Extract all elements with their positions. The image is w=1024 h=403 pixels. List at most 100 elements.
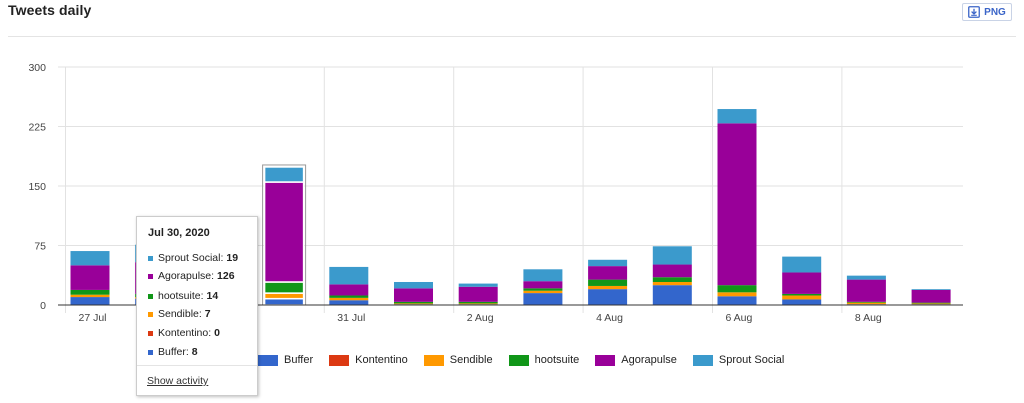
bar-stack	[262, 164, 307, 306]
show-activity-link[interactable]: Show activity	[147, 375, 209, 387]
bar-segment	[717, 109, 757, 124]
legend-label: Buffer	[284, 354, 314, 366]
bar-segment	[652, 277, 692, 282]
bar-stack	[846, 275, 886, 305]
bar-segment	[911, 289, 951, 303]
tooltip-swatch	[148, 330, 153, 336]
tooltip-swatch	[148, 273, 153, 279]
bar-segment	[652, 246, 692, 265]
bar-segment	[329, 266, 369, 285]
legend-label: Sendible	[449, 354, 493, 366]
bar-tooltip: Jul 30, 2020 Sprout Social: 19 Agorapuls…	[136, 216, 258, 396]
x-tick-label: 31 Jul	[337, 312, 365, 324]
legend-item[interactable]: Agorapulse	[595, 354, 677, 366]
tooltip-divider	[137, 365, 257, 366]
png-export-button[interactable]: PNG	[962, 3, 1012, 21]
tooltip-row: Sprout Social: 19	[148, 252, 238, 264]
bar-segment	[263, 297, 305, 306]
legend-label: Sprout Social	[718, 354, 785, 366]
bar-segment	[263, 281, 305, 294]
tooltip-row: Agorapulse: 126	[148, 270, 235, 282]
x-tick-label: 4 Aug	[596, 312, 623, 324]
tooltip-row: Buffer: 8	[148, 346, 198, 358]
bar-segment	[652, 281, 692, 286]
tooltip-swatch	[148, 349, 153, 355]
legend-label: hootsuite	[534, 354, 580, 366]
bar-segment	[717, 296, 757, 305]
tooltip-row-value: 19	[226, 252, 239, 264]
tooltip-row-label: Agorapulse:	[158, 270, 215, 282]
page-title: Tweets daily	[8, 2, 92, 18]
bar-segment	[846, 301, 886, 303]
x-tick-label: 27 Jul	[79, 312, 107, 324]
x-tick-label: 2 Aug	[467, 312, 494, 324]
tooltip-row-value: 8	[191, 346, 198, 358]
download-icon	[968, 6, 981, 18]
bar-segment	[782, 272, 822, 294]
bar-segment	[717, 292, 757, 297]
bar-segment	[717, 285, 757, 293]
x-tick-label: 8 Aug	[855, 312, 882, 324]
bar-segment	[329, 295, 369, 298]
tooltip-date: Jul 30, 2020	[148, 227, 210, 239]
bar-segment	[588, 259, 628, 267]
y-tick-label: 300	[28, 62, 46, 74]
bar-segment	[911, 289, 951, 290]
tooltip-row-label: Kontentino:	[158, 327, 212, 339]
bar-segment	[263, 166, 305, 183]
legend-item[interactable]: Buffer	[258, 354, 313, 366]
bar-segment	[523, 290, 563, 294]
bar-segment	[70, 251, 110, 266]
bar-segment	[911, 302, 951, 304]
bar-stack	[652, 246, 692, 305]
tooltip-row-value: 7	[204, 308, 211, 320]
bar-segment	[846, 275, 886, 280]
legend-swatch	[258, 354, 278, 366]
bar-segment	[329, 284, 369, 296]
bar-segment	[911, 303, 951, 305]
bar-segment	[263, 292, 305, 300]
chart-legend: Buffer Kontentino Sendible hootsuite Agorapu…	[258, 352, 784, 368]
bar-segment	[588, 279, 628, 286]
bar-segment	[70, 297, 110, 305]
bar-segment	[523, 288, 563, 291]
bar-segment	[394, 303, 433, 305]
bar-segment	[523, 281, 563, 289]
bar-segment	[523, 269, 563, 282]
bar-stack	[911, 289, 951, 305]
png-button-label: PNG	[984, 6, 1006, 18]
tooltip-row-label: Sprout Social:	[158, 252, 224, 264]
y-tick-label: 225	[28, 122, 46, 134]
bar-segment	[652, 285, 692, 305]
bar-stack	[394, 281, 433, 305]
legend-item[interactable]: Kontentino	[329, 354, 408, 366]
bar-segment	[263, 181, 305, 283]
bar-segment	[70, 265, 110, 290]
bar-segment	[588, 285, 628, 290]
bar-stack	[588, 259, 628, 305]
legend-swatch	[423, 354, 444, 366]
bar-stack	[717, 109, 757, 305]
bar-segment	[652, 264, 692, 278]
bar-segment	[458, 283, 498, 287]
tooltip-row-label: Buffer:	[158, 346, 189, 358]
bar-stack	[329, 266, 369, 305]
legend-item[interactable]: Sprout Social	[692, 354, 785, 366]
bar-segment	[329, 297, 369, 301]
bar-segment	[70, 294, 110, 298]
bar-segment	[846, 279, 886, 302]
tooltip-row-label: hootsuite:	[158, 290, 204, 302]
bar-segment	[846, 302, 886, 305]
bar-segment	[588, 289, 628, 305]
bar-segment	[394, 301, 433, 304]
bar-segment	[782, 295, 822, 300]
legend-label: Agorapulse	[621, 354, 677, 366]
bar-segment	[782, 293, 822, 296]
legend-item[interactable]: Sendible	[423, 354, 493, 366]
legend-item[interactable]: hootsuite	[508, 354, 580, 366]
bar-segment	[717, 123, 757, 286]
legend-swatch	[595, 354, 616, 366]
bar-stack	[70, 251, 110, 305]
